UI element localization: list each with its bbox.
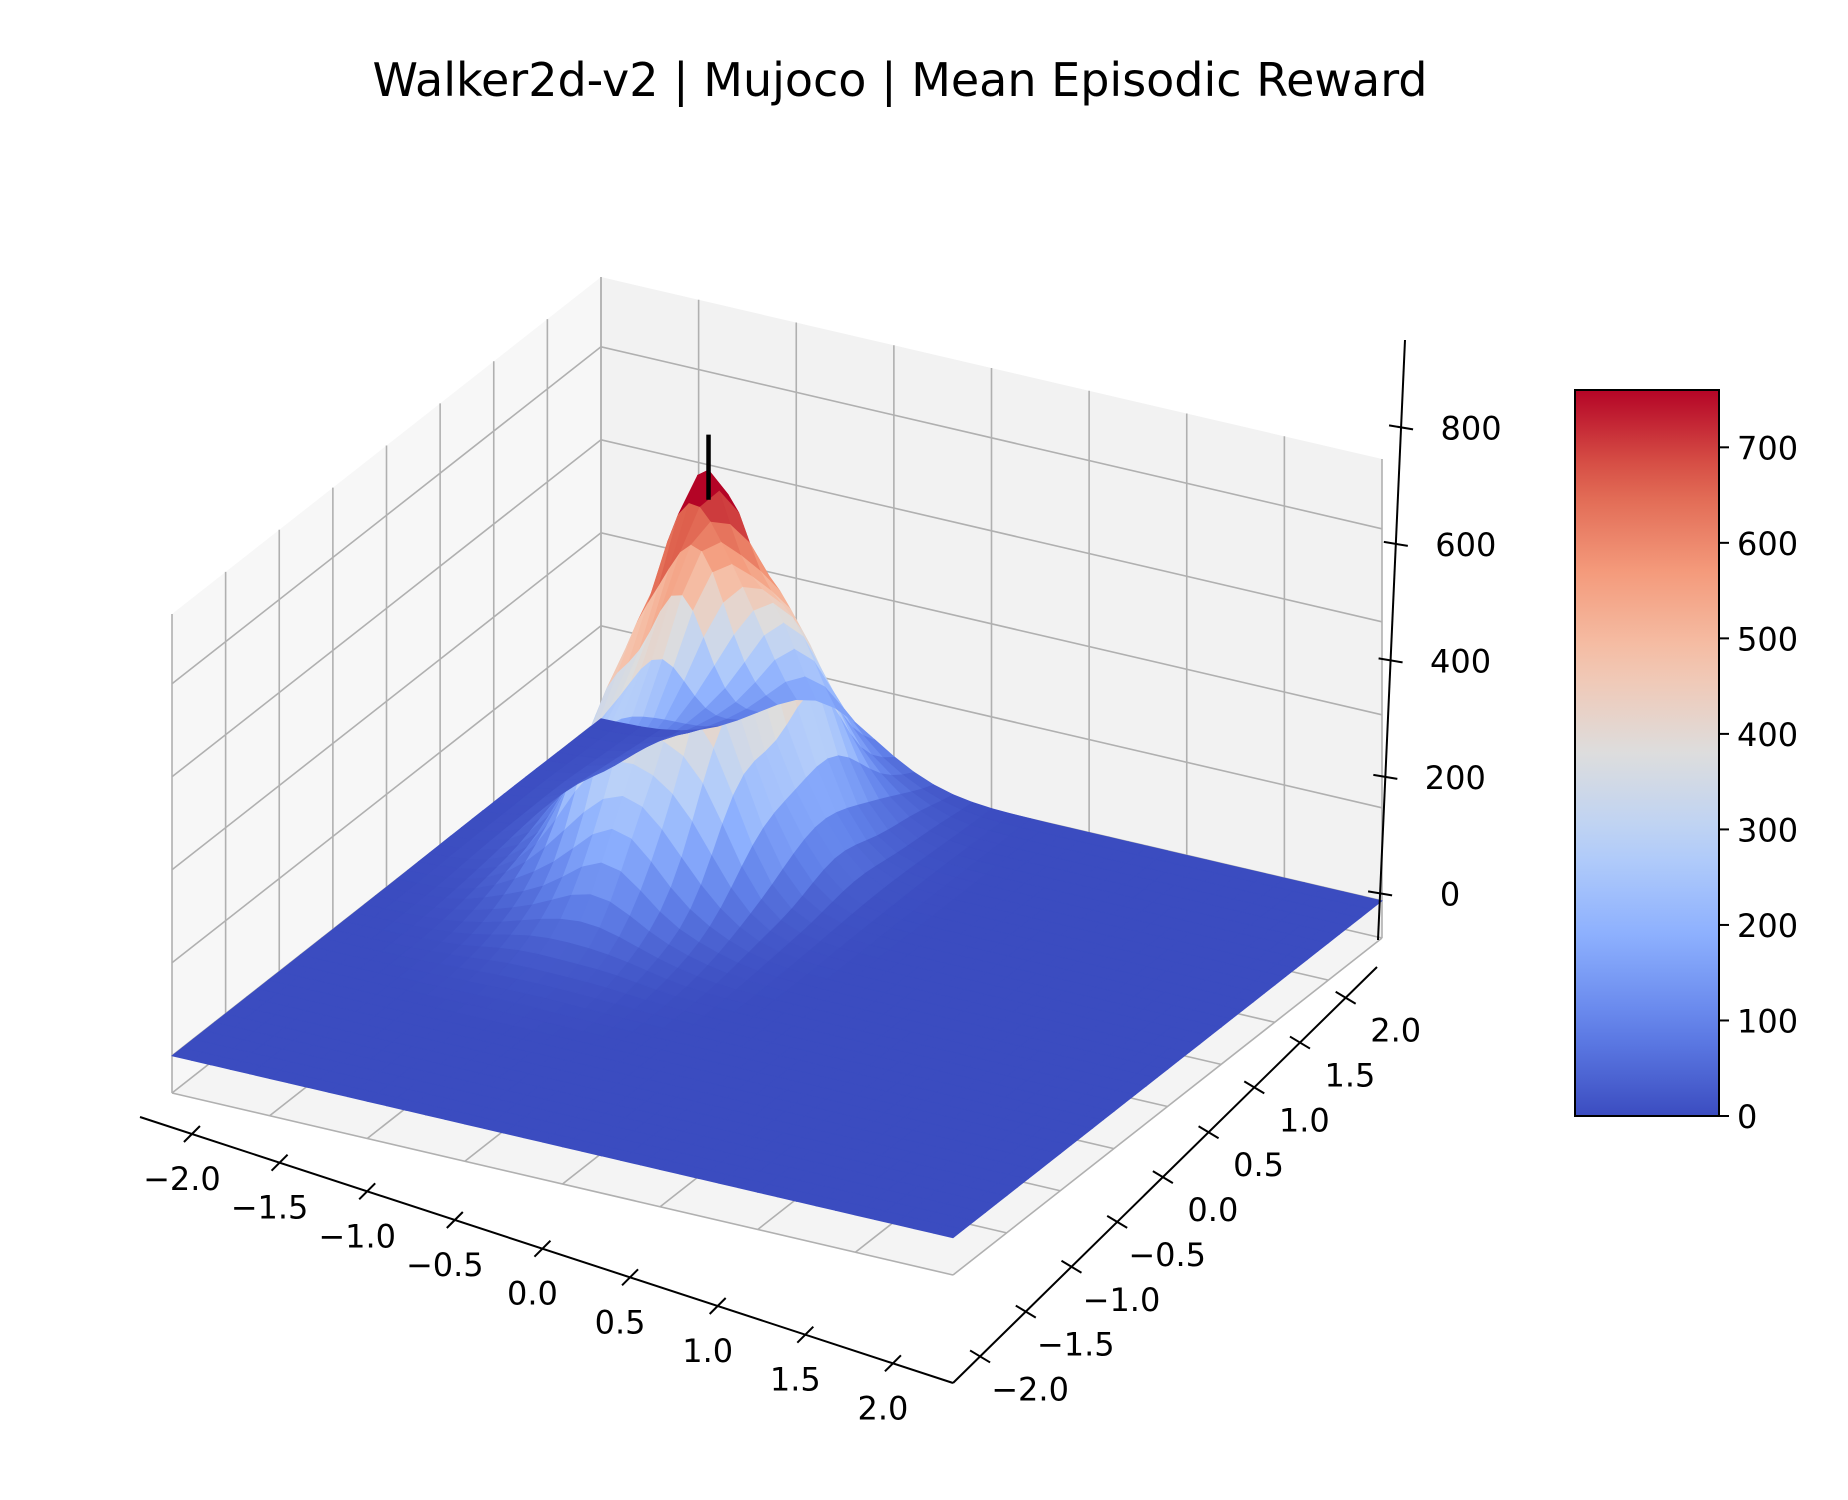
y-tick-label: −1.5 (1037, 1326, 1115, 1364)
gridline (171, 346, 602, 685)
x-tick-label: −1.0 (318, 1217, 396, 1255)
y-tick-label: 1.0 (1279, 1101, 1330, 1139)
gridline (600, 346, 1383, 530)
x-tick (708, 1297, 727, 1315)
x-tick-label: 2.0 (857, 1389, 908, 1427)
y-tick (1198, 1125, 1220, 1140)
z-tick (1373, 773, 1398, 780)
z-tick (1378, 657, 1403, 664)
x-tick (884, 1354, 902, 1373)
y-tick (1289, 1035, 1311, 1050)
x-tick (446, 1211, 464, 1229)
y-tick (969, 1349, 991, 1364)
z-tick-label: 400 (1430, 642, 1491, 680)
x-tick-label: 0.0 (507, 1275, 558, 1313)
z-tick-label: 800 (1441, 409, 1502, 447)
y-tick-label: −0.5 (1128, 1236, 1206, 1274)
z-tick (1388, 424, 1414, 431)
colorbar-tick-label: 500 (1737, 620, 1798, 658)
y-tick (1060, 1259, 1082, 1274)
colorbar-tick-label: 0 (1737, 1098, 1757, 1136)
y-tick (1152, 1170, 1174, 1184)
z-tick (1383, 540, 1408, 547)
y-tick (1335, 990, 1357, 1005)
x-tick-label: −0.5 (406, 1246, 484, 1284)
x-tick-label: −2.0 (143, 1160, 221, 1198)
surface-facet (589, 718, 622, 732)
y-tick (1243, 1080, 1265, 1095)
y-tick-label: −1.0 (1083, 1281, 1161, 1319)
z-tick-label: 200 (1425, 759, 1486, 797)
y-tick-label: −2.0 (991, 1370, 1069, 1408)
z-tick-label: 0 (1440, 875, 1460, 913)
y-tick (1015, 1304, 1037, 1319)
x-tick-label: −1.5 (231, 1189, 309, 1227)
x-tick (183, 1125, 201, 1143)
y-tick (1106, 1215, 1128, 1229)
colorbar-gradient (1574, 389, 1720, 1117)
z-tick (1367, 890, 1393, 897)
x-tick-label: 1.0 (682, 1332, 733, 1370)
gridline (171, 439, 602, 778)
x-tick (358, 1182, 376, 1201)
gridline (171, 532, 602, 871)
reward-surface (171, 434, 1383, 1239)
y-tick-label: 2.0 (1370, 1012, 1421, 1050)
y-tick-label: 1.5 (1325, 1057, 1376, 1095)
y-tick-label: 0.5 (1233, 1146, 1284, 1184)
y-tick-label: 0.0 (1187, 1191, 1238, 1229)
x-tick (621, 1268, 639, 1287)
gridline (171, 625, 602, 964)
axes-ticks: −2.0−1.5−1.0−0.50.00.51.01.52.0 −2.0−1.5−… (143, 409, 1502, 1427)
colorbar-tick-label: 100 (1737, 1002, 1798, 1040)
x-tick-label: 0.5 (595, 1303, 646, 1341)
x-axis-line (139, 1116, 954, 1384)
gridline (171, 1092, 954, 1276)
colorbar-tick-label: 700 (1737, 429, 1798, 467)
x-tick (270, 1153, 289, 1172)
x-tick-label: 1.5 (770, 1361, 821, 1399)
colorbar-tick-label: 600 (1737, 525, 1798, 563)
z-tick-label: 600 (1435, 526, 1496, 564)
colorbar: 0 100 200 300 400 500 600 700 (1574, 389, 1798, 1136)
colorbar-ticks: 0 100 200 300 400 500 600 700 (1719, 429, 1798, 1136)
colorbar-tick-label: 300 (1737, 811, 1798, 849)
chart-title: Walker2d-v2 | Mujoco | Mean Episodic Rew… (372, 53, 1427, 108)
x-tick (533, 1239, 552, 1258)
colorbar-tick-label: 400 (1737, 716, 1798, 754)
y-axis-line (952, 966, 1378, 1384)
z-axis-line (1377, 339, 1406, 941)
axes-lines (139, 339, 1406, 1384)
x-tick (796, 1325, 815, 1344)
colorbar-tick-label: 200 (1737, 907, 1798, 945)
gridline (600, 439, 1383, 623)
